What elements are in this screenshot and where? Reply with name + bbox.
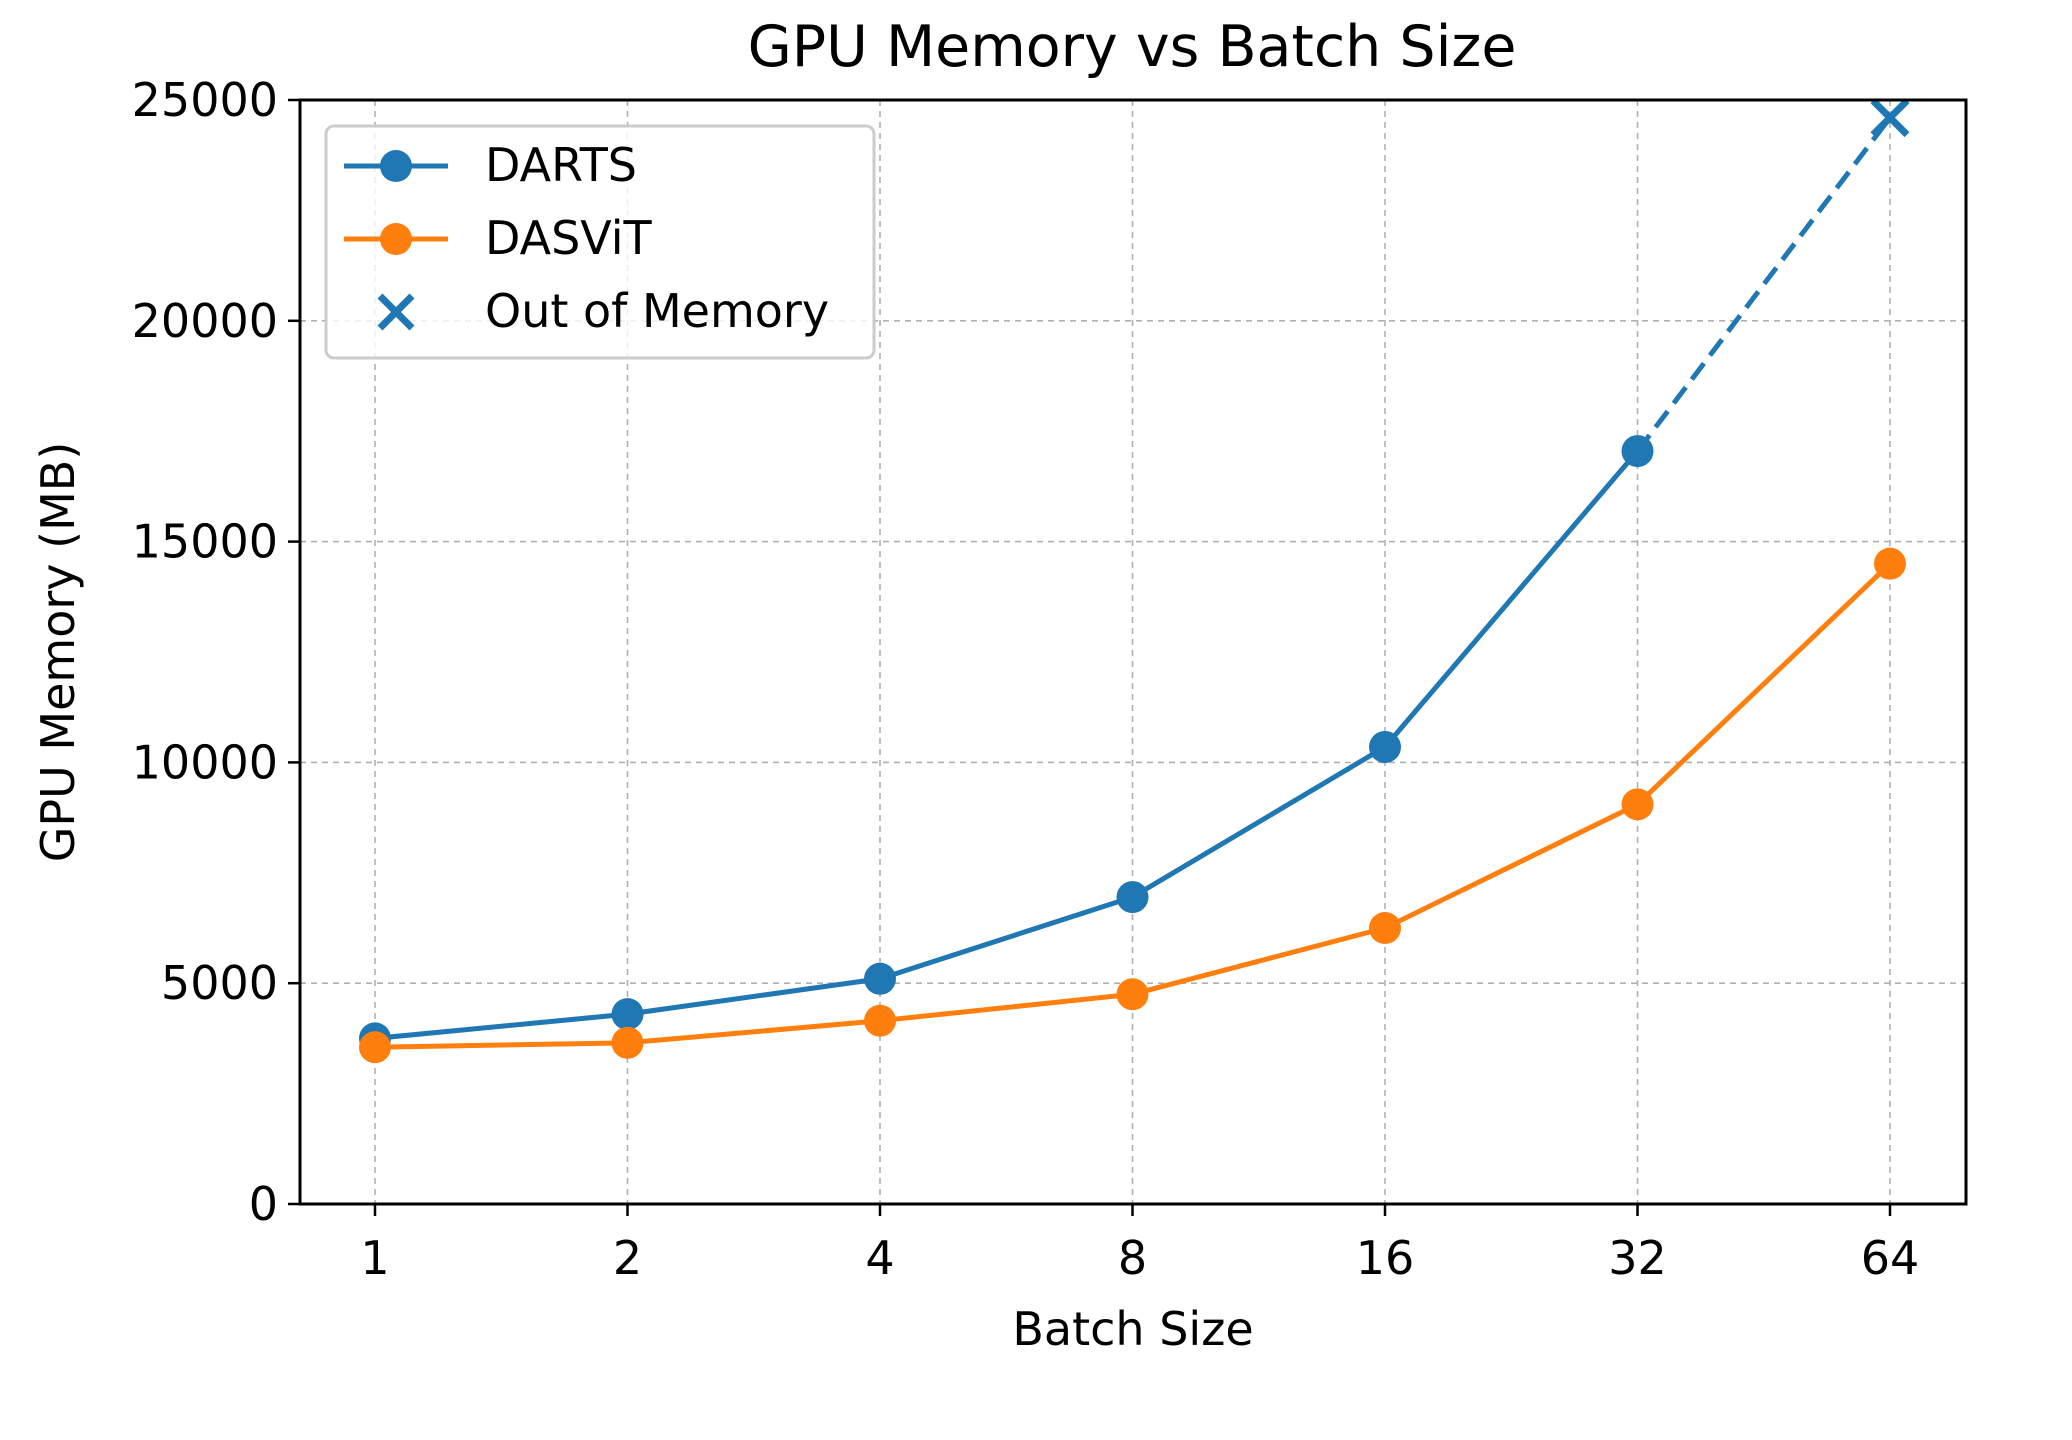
darts-oom-x-marker xyxy=(1870,98,1910,138)
darts-point xyxy=(1369,730,1401,763)
dasvit-point xyxy=(611,1026,644,1059)
legend-entry-dasvit: DASViT xyxy=(344,211,653,265)
darts-point xyxy=(864,962,896,995)
x-tick-label: 4 xyxy=(865,1231,894,1285)
y-axis-label: GPU Memory (MB) xyxy=(31,442,85,863)
x-tick-label: 2 xyxy=(613,1231,642,1285)
x-tick-label: 8 xyxy=(1118,1231,1147,1285)
x-tick-label: 32 xyxy=(1608,1231,1667,1285)
y-tick-label: 20000 xyxy=(132,294,278,348)
legend: DARTS DASViT Out of Memory xyxy=(324,124,876,360)
y-tick-label: 15000 xyxy=(132,515,278,569)
x-tick-label: 64 xyxy=(1861,1231,1920,1285)
darts-line xyxy=(374,449,1640,1041)
legend-darts-marker xyxy=(380,150,412,182)
darts-point xyxy=(1116,881,1149,914)
y-tick-label: 10000 xyxy=(132,735,278,789)
x-tick-label: 16 xyxy=(1356,1231,1415,1285)
dasvit-point xyxy=(1369,912,1401,944)
dasvit-point xyxy=(1116,978,1149,1011)
dasvit-point xyxy=(1874,547,1906,580)
x-tick-label: 1 xyxy=(360,1231,389,1285)
legend-entry-darts: DARTS xyxy=(344,138,637,192)
legend-dasvit-marker xyxy=(380,223,412,255)
legend-oom-x-icon xyxy=(377,293,415,331)
legend-oom-label: Out of Memory xyxy=(485,284,829,338)
legend-entry-oom: Out of Memory xyxy=(377,284,829,338)
dasvit-point xyxy=(1621,788,1654,821)
legend-dasvit-label: DASViT xyxy=(485,211,653,265)
legend-box xyxy=(324,124,876,360)
chart-title: GPU Memory vs Batch Size xyxy=(748,14,1517,80)
legend-darts-label: DARTS xyxy=(485,138,637,192)
darts-oom-dashed-line xyxy=(1635,116,1892,453)
axis-ticks: 1 2 4 8 16 32 64 0 5000 10000 15000 20000 25000 xyxy=(132,73,1920,1285)
y-tick-label: 5000 xyxy=(161,956,278,1010)
y-tick-label: 0 xyxy=(249,1177,278,1231)
darts-point xyxy=(1621,435,1654,468)
x-axis-label: Batch Size xyxy=(1012,1302,1253,1356)
dasvit-point xyxy=(864,1004,896,1037)
series-layer xyxy=(359,98,1910,1064)
dasvit-point xyxy=(359,1031,391,1064)
y-tick-label: 25000 xyxy=(132,73,278,127)
darts-point xyxy=(611,998,644,1031)
